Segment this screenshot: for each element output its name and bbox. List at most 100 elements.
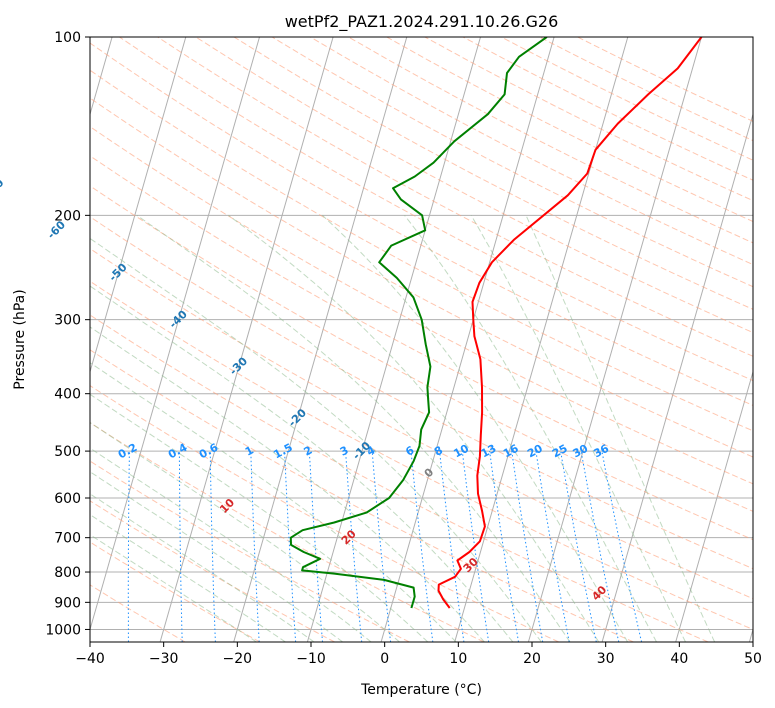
mixing-ratio-line: [410, 451, 434, 642]
moist-adiabat-line: [90, 534, 257, 642]
moist-adiabat-line: [90, 362, 457, 642]
mixing-ratio-label: 13: [479, 442, 499, 461]
dry-adiabat-line: [90, 422, 485, 642]
moist-adiabat-line: [321, 214, 629, 642]
mixing-ratio-label: 0.4: [166, 441, 190, 462]
y-tick-label: 900: [54, 595, 81, 611]
dry-adiabat-line: [500, 37, 753, 161]
y-tick-label: 800: [54, 565, 81, 581]
dry-adiabat-line: [90, 314, 709, 642]
mixing-ratio-label: 25: [550, 442, 570, 461]
y-tick-label: 1000: [45, 622, 81, 638]
dry-adiabat-line: [90, 248, 753, 600]
x-tick-label: 20: [523, 651, 541, 667]
isotherm-line: [90, 37, 187, 374]
moist-adiabat-line: [90, 285, 514, 642]
chart-title: wetPf2_PAZ1.2024.291.10.26.G26: [285, 12, 559, 32]
mixing-ratio-label: 16: [501, 442, 521, 461]
mixing-ratio-line: [601, 451, 643, 642]
dry-adiabat-line: [90, 280, 753, 630]
moist-adiabat-line: [90, 514, 286, 642]
mixing-ratio-line: [127, 451, 130, 642]
mixing-ratio-line: [209, 451, 216, 642]
isotherm-label: -20: [286, 406, 309, 429]
moist-adiabat-line: [90, 393, 429, 642]
moist-adiabat-line: [90, 471, 343, 642]
dry-adiabat-line: [90, 155, 753, 512]
x-tick-label: 30: [597, 651, 615, 667]
plot-frame: [89, 36, 754, 643]
series-layer: [289, 37, 703, 609]
x-tick-label: −20: [223, 651, 253, 667]
isotherm-line: [675, 370, 753, 642]
mixing-ratio-line: [489, 451, 519, 642]
isotherm-line: [380, 37, 555, 642]
isotherm-label: -70: [0, 176, 7, 199]
isotherm-line: [159, 37, 334, 642]
dry-adiabat-line: [90, 460, 410, 642]
x-tick-label: −30: [149, 651, 179, 667]
x-tick-label: −10: [296, 651, 326, 667]
moist-adiabat-line: [470, 215, 687, 642]
dry-adiabat-line: [233, 37, 753, 310]
x-tick-label: 0: [380, 651, 389, 667]
mixing-ratio-label: 30: [571, 442, 591, 461]
moist-adiabat-line: [90, 493, 315, 642]
x-tick-label: 10: [449, 651, 467, 667]
x-tick-label: −40: [75, 651, 105, 667]
axis-layer: −40 −30 −20 −10 0 10 20 30 40 5010020030040050060…: [45, 30, 762, 667]
mixing-ratio-line: [461, 451, 490, 642]
dry-adiabat-label: 20: [339, 527, 359, 547]
dewpoint-profile-line: [289, 37, 548, 609]
dry-adiabat-line: [90, 216, 753, 570]
dry-adiabat-line: [90, 500, 335, 642]
mixing-ratio-line: [371, 451, 392, 642]
mixing-ratio-label: 0.2: [116, 441, 139, 462]
y-axis-label: Pressure (hPa): [12, 289, 28, 389]
dry-adiabat-line: [195, 37, 753, 334]
moist-adiabat-line: [90, 421, 400, 642]
dry-adiabat-line: [310, 37, 753, 266]
y-tick-label: 600: [54, 491, 81, 507]
mixing-ratio-label: 10: [451, 442, 471, 461]
moist-adiabat-line: [136, 214, 571, 642]
y-tick-label: 300: [54, 313, 81, 329]
y-tick-label: 400: [54, 387, 81, 403]
y-tick-label: 700: [54, 531, 81, 547]
dry-adiabat-line: [577, 37, 753, 122]
dry-adiabat-line: [90, 42, 753, 406]
x-tick-label: 50: [744, 651, 762, 667]
isotherm-line: [454, 37, 629, 642]
dry-adiabat-label: 10: [217, 496, 237, 516]
temperature-profile-line: [437, 37, 703, 609]
isotherm-label: -50: [106, 261, 129, 284]
isotherm-label: 0: [422, 465, 437, 480]
dry-adiabat-line: [90, 541, 261, 642]
mixing-ratio-label: 1.5: [271, 441, 294, 462]
mixing-ratio-label: 20: [525, 442, 545, 461]
dry-adiabat-line: [386, 37, 753, 223]
dry-adiabat-line: [90, 349, 634, 642]
dry-adiabat-line: [119, 37, 753, 382]
mixing-ratio-line: [535, 451, 570, 642]
mixing-ratio-line: [580, 451, 620, 642]
isotherm-label: -30: [227, 354, 250, 377]
dry-adiabat-line: [271, 37, 753, 288]
x-tick-label: 40: [670, 651, 688, 667]
y-tick-label: 200: [54, 208, 81, 224]
moist-adiabat-line: [90, 326, 485, 642]
dry-adiabat-line: [90, 584, 186, 642]
dry-adiabat-line: [539, 37, 753, 142]
grid-layer: [90, 37, 753, 642]
mixing-ratio-label: 36: [591, 442, 611, 461]
isotherm-line: [233, 37, 408, 642]
dry-adiabat-line: [348, 37, 753, 244]
mixing-ratio-line: [439, 451, 465, 642]
dry-adiabat-line: [90, 185, 753, 541]
moist-adiabat-line: [404, 214, 657, 642]
y-tick-label: 500: [54, 444, 81, 460]
isotherm-line: [90, 37, 260, 632]
moist-adiabat-line: [525, 215, 716, 642]
y-tick-label: 100: [54, 30, 81, 46]
